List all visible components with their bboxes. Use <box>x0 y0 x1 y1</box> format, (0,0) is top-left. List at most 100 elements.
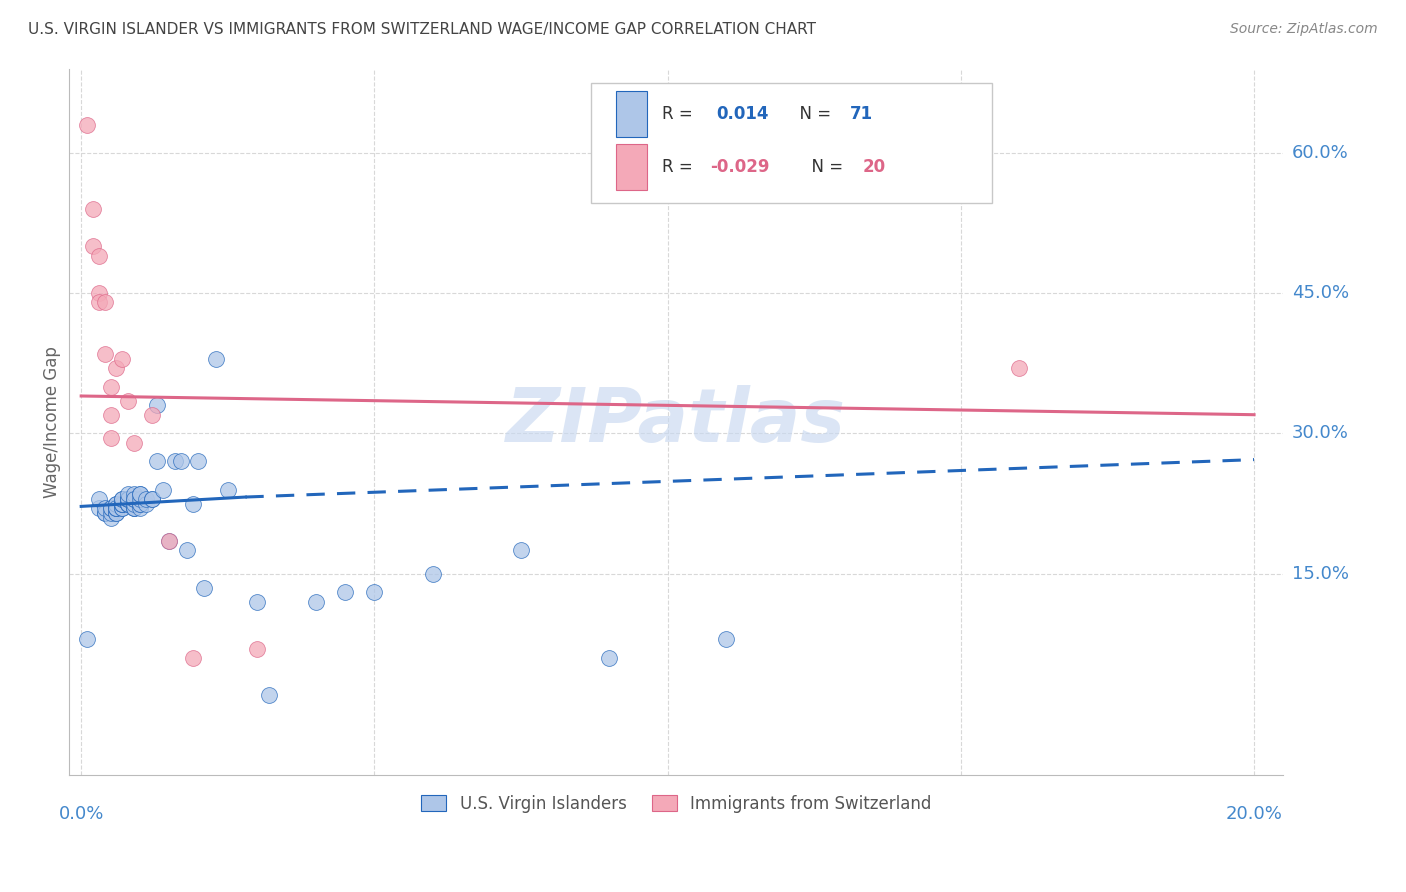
Point <box>157 534 180 549</box>
Point <box>246 595 269 609</box>
Text: 20: 20 <box>862 159 886 177</box>
Point <box>117 487 139 501</box>
Point <box>93 347 115 361</box>
Legend: U.S. Virgin Islanders, Immigrants from Switzerland: U.S. Virgin Islanders, Immigrants from S… <box>415 789 938 820</box>
Point <box>117 491 139 506</box>
Point <box>122 491 145 506</box>
Point <box>111 497 134 511</box>
Point <box>128 487 150 501</box>
Point <box>111 491 134 506</box>
Point <box>100 501 122 516</box>
Point <box>111 351 134 366</box>
Point <box>100 379 122 393</box>
Point <box>122 501 145 516</box>
Text: N =: N = <box>789 105 837 123</box>
Point <box>135 497 157 511</box>
Point <box>141 491 163 506</box>
Point <box>87 249 110 263</box>
Point <box>93 501 115 516</box>
FancyBboxPatch shape <box>592 83 993 202</box>
Point <box>146 454 169 468</box>
Text: R =: R = <box>662 159 697 177</box>
Point <box>257 689 280 703</box>
Point <box>1008 360 1031 375</box>
Text: 30.0%: 30.0% <box>1292 425 1348 442</box>
Point <box>117 497 139 511</box>
Y-axis label: Wage/Income Gap: Wage/Income Gap <box>44 346 60 498</box>
Point <box>176 543 198 558</box>
Text: 71: 71 <box>851 105 873 123</box>
Point <box>128 487 150 501</box>
Point <box>100 506 122 520</box>
Text: 20.0%: 20.0% <box>1226 805 1282 823</box>
Point <box>128 501 150 516</box>
Text: N =: N = <box>801 159 849 177</box>
Point <box>76 632 98 647</box>
Point <box>93 506 115 520</box>
Point <box>422 566 444 581</box>
Text: 15.0%: 15.0% <box>1292 565 1348 582</box>
Point <box>105 501 128 516</box>
Text: U.S. VIRGIN ISLANDER VS IMMIGRANTS FROM SWITZERLAND WAGE/INCOME GAP CORRELATION : U.S. VIRGIN ISLANDER VS IMMIGRANTS FROM … <box>28 22 815 37</box>
Text: -0.029: -0.029 <box>710 159 770 177</box>
Point <box>122 497 145 511</box>
Point <box>82 202 104 216</box>
Point <box>117 491 139 506</box>
Point <box>111 497 134 511</box>
FancyBboxPatch shape <box>616 92 647 137</box>
Point <box>105 497 128 511</box>
Point <box>105 360 128 375</box>
Point <box>122 487 145 501</box>
Point <box>157 534 180 549</box>
Point <box>135 491 157 506</box>
Point <box>117 497 139 511</box>
Text: ZIPatlas: ZIPatlas <box>506 385 846 458</box>
Point <box>598 651 620 665</box>
Point <box>246 641 269 656</box>
Point <box>100 431 122 445</box>
Point <box>716 632 738 647</box>
Point <box>111 497 134 511</box>
Point <box>163 454 186 468</box>
Point <box>105 501 128 516</box>
Point <box>117 491 139 506</box>
Point <box>141 408 163 422</box>
Point <box>100 408 122 422</box>
Point <box>100 510 122 524</box>
Point <box>187 454 209 468</box>
Point <box>510 543 533 558</box>
Point <box>117 491 139 506</box>
FancyBboxPatch shape <box>616 145 647 190</box>
Point <box>105 501 128 516</box>
Point <box>87 295 110 310</box>
Point <box>87 491 110 506</box>
Point <box>152 483 174 497</box>
Point <box>146 398 169 412</box>
Point <box>128 497 150 511</box>
Point <box>122 501 145 516</box>
Point <box>111 497 134 511</box>
Point <box>122 491 145 506</box>
Point <box>93 295 115 310</box>
Point <box>128 497 150 511</box>
Text: 45.0%: 45.0% <box>1292 284 1348 302</box>
Point <box>128 491 150 506</box>
Point <box>170 454 193 468</box>
Point <box>305 595 328 609</box>
Text: R =: R = <box>662 105 703 123</box>
Point <box>217 483 239 497</box>
Text: 0.014: 0.014 <box>717 105 769 123</box>
Point <box>333 585 356 599</box>
Point <box>76 118 98 132</box>
Point <box>111 501 134 516</box>
Point <box>122 501 145 516</box>
Text: Source: ZipAtlas.com: Source: ZipAtlas.com <box>1230 22 1378 37</box>
Point <box>181 497 204 511</box>
Text: 60.0%: 60.0% <box>1292 144 1348 161</box>
Point <box>111 501 134 516</box>
Point <box>82 239 104 253</box>
Point <box>205 351 228 366</box>
Text: 0.0%: 0.0% <box>59 805 104 823</box>
Point <box>111 491 134 506</box>
Point <box>117 497 139 511</box>
